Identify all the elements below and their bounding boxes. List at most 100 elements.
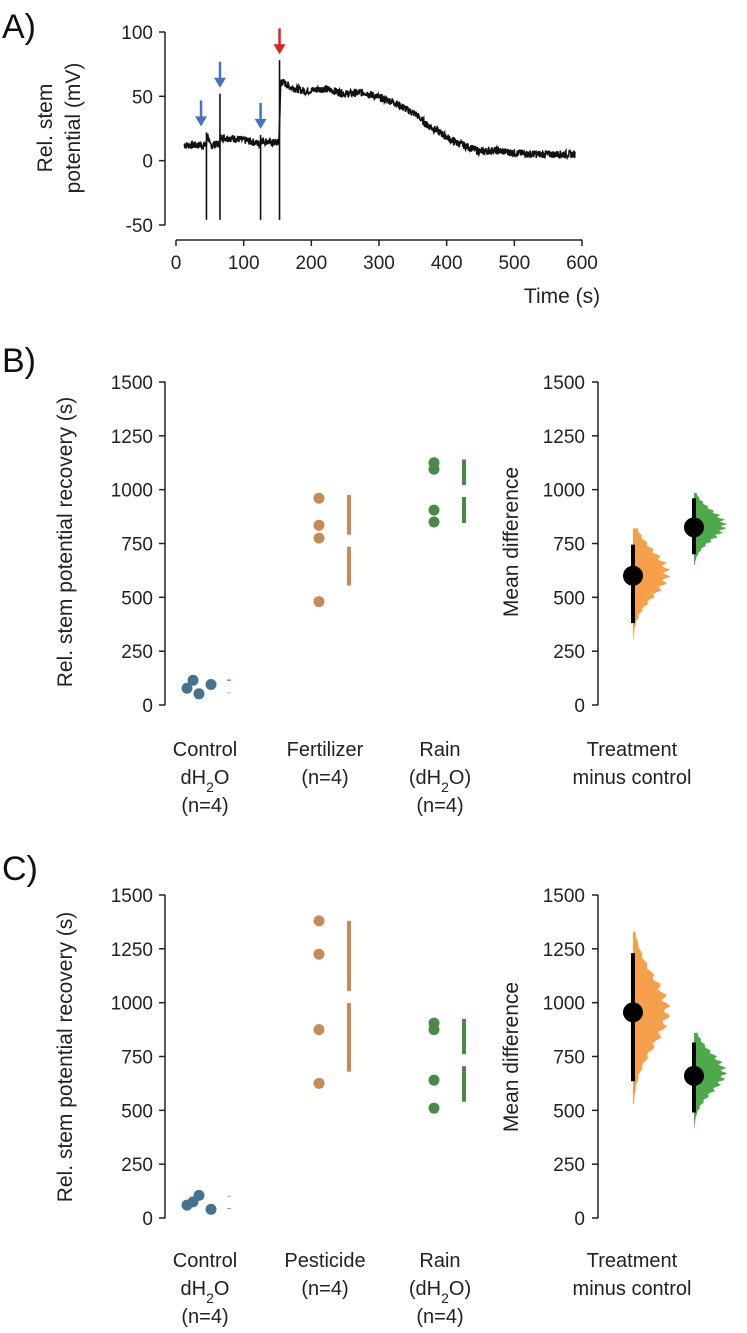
ytick-label: 1500	[111, 886, 153, 907]
diff-ytick-label: 1500	[543, 373, 585, 394]
category-label-line: Control	[173, 739, 237, 761]
data-point-rain	[428, 516, 440, 528]
data-point-rain	[428, 1102, 440, 1114]
bootstrap-distribution-green_dist	[694, 1032, 728, 1128]
diff-ytick-label: 750	[553, 1048, 585, 1069]
panel-a-ytick-label: -50	[126, 216, 153, 237]
diff-ytick-label: 1250	[543, 940, 585, 961]
diff-ytick-label: 750	[553, 535, 585, 556]
diff-ytick-label: 0	[574, 1209, 585, 1230]
data-point-control	[205, 1203, 217, 1215]
panel-a-arrow-blue	[254, 102, 267, 129]
data-point-fertilizer	[313, 492, 325, 504]
panel-b-label: B)	[2, 342, 36, 380]
diff-ytick-label: 0	[574, 696, 585, 717]
panel-a-xtick-label: 500	[498, 253, 530, 274]
diff-ytick-label: 500	[553, 588, 585, 609]
data-point-rain	[428, 504, 440, 516]
arrow-head	[273, 44, 286, 55]
mean-difference-dot	[623, 1002, 643, 1023]
ytick-label: 1250	[111, 940, 153, 961]
category-label-line: (dH2O)	[409, 1278, 471, 1306]
ytick-label: 750	[121, 1048, 153, 1069]
panel-a-xtick-label: 400	[431, 253, 463, 274]
panel-a-ytick-label: 50	[132, 87, 153, 108]
data-point-control	[193, 688, 205, 700]
panel-a-xtick-label: 100	[228, 253, 260, 274]
diff-ytick-label: 1500	[543, 886, 585, 907]
ytick-label: 250	[121, 642, 153, 663]
category-label-line: dH2O	[181, 767, 230, 795]
panel-b-plot: Rel. stem potential recovery (s) Mean di…	[54, 373, 728, 817]
data-point-rain	[428, 1074, 440, 1086]
data-point-control	[181, 682, 193, 694]
category-label-line: (n=4)	[181, 1306, 228, 1328]
data-point-fertilizer	[313, 596, 325, 608]
category-label-line: Rain	[419, 1250, 460, 1272]
diff-ytick-label: 1000	[543, 994, 585, 1015]
diff-ytick-label: 1000	[543, 481, 585, 502]
ytick-label: 250	[121, 1155, 153, 1176]
arrow-head	[195, 116, 208, 127]
data-point-control	[187, 1196, 199, 1208]
mean-difference-dot	[684, 517, 704, 538]
ytick-label: 1500	[111, 373, 153, 394]
panel-c-plot: Rel. stem potential recovery (s) Mean di…	[54, 886, 728, 1328]
category-label-line: (n=4)	[301, 1278, 348, 1300]
ytick-label: 1000	[111, 994, 153, 1015]
data-point-control	[205, 679, 217, 691]
diff-ytick-label: 500	[553, 1101, 585, 1122]
panel-b-ylabel: Rel. stem potential recovery (s)	[54, 397, 77, 688]
panel-b-diff-xlabel-line1: Treatment	[587, 739, 678, 761]
arrow-head	[254, 118, 267, 129]
ytick-label: 750	[121, 535, 153, 556]
panel-a-arrow-red	[273, 28, 286, 55]
panel-c-ylabel: Rel. stem potential recovery (s)	[54, 912, 77, 1203]
data-point-fertilizer	[313, 532, 325, 544]
category-label-line: (n=4)	[301, 767, 348, 789]
data-point-pesticide	[313, 1024, 325, 1036]
category-label-line: Control	[173, 1250, 237, 1272]
diff-ytick-label: 250	[553, 1155, 585, 1176]
category-label-line: Fertilizer	[287, 739, 364, 761]
panel-a-potential-trace	[183, 78, 576, 161]
data-point-rain	[428, 463, 440, 475]
ytick-label: 1000	[111, 481, 153, 502]
data-point-pesticide	[313, 948, 325, 960]
mean-difference-dot	[684, 1065, 704, 1086]
mean-difference-dot	[623, 565, 643, 586]
arrow-head	[213, 77, 226, 88]
panel-a-arrow-blue	[195, 100, 208, 127]
data-point-pesticide	[313, 1077, 325, 1089]
ytick-label: 0	[142, 696, 153, 717]
category-label-line: (dH2O)	[409, 767, 471, 795]
data-point-pesticide	[313, 915, 325, 927]
panel-a-xlabel: Time (s)	[524, 285, 600, 308]
panel-a-xtick-label: 600	[566, 253, 598, 274]
category-label-line: (n=4)	[416, 795, 463, 817]
category-label-line: Rain	[419, 739, 460, 761]
bootstrap-distribution-orange_dist	[633, 528, 671, 641]
bootstrap-distribution-orange_dist	[633, 931, 671, 1104]
panel-c-diff-xlabel-line1: Treatment	[587, 1250, 678, 1272]
ytick-label: 0	[142, 1209, 153, 1230]
data-point-rain	[428, 1024, 440, 1036]
ytick-label: 500	[121, 1101, 153, 1122]
panel-a-arrow-blue	[213, 61, 226, 88]
ytick-label: 1250	[111, 427, 153, 448]
panel-c-diff-xlabel-line2: minus control	[573, 1278, 692, 1300]
panel-b-diff-xlabel-line2: minus control	[573, 767, 692, 789]
category-label-line: Pesticide	[284, 1250, 365, 1272]
panel-b-diff-ylabel: Mean difference	[500, 467, 523, 617]
panel-a-xtick-label: 300	[363, 253, 395, 274]
panel-a-ytick-label: 0	[142, 152, 153, 173]
diff-ytick-label: 1250	[543, 427, 585, 448]
category-label-line: dH2O	[181, 1278, 230, 1306]
panel-a-xtick-label: 200	[295, 253, 327, 274]
data-point-control	[187, 674, 199, 686]
category-label-line: (n=4)	[416, 1306, 463, 1328]
panel-c-label: C)	[2, 850, 38, 888]
panel-a-label: A)	[2, 8, 36, 46]
bootstrap-distribution-green_dist	[694, 492, 728, 566]
